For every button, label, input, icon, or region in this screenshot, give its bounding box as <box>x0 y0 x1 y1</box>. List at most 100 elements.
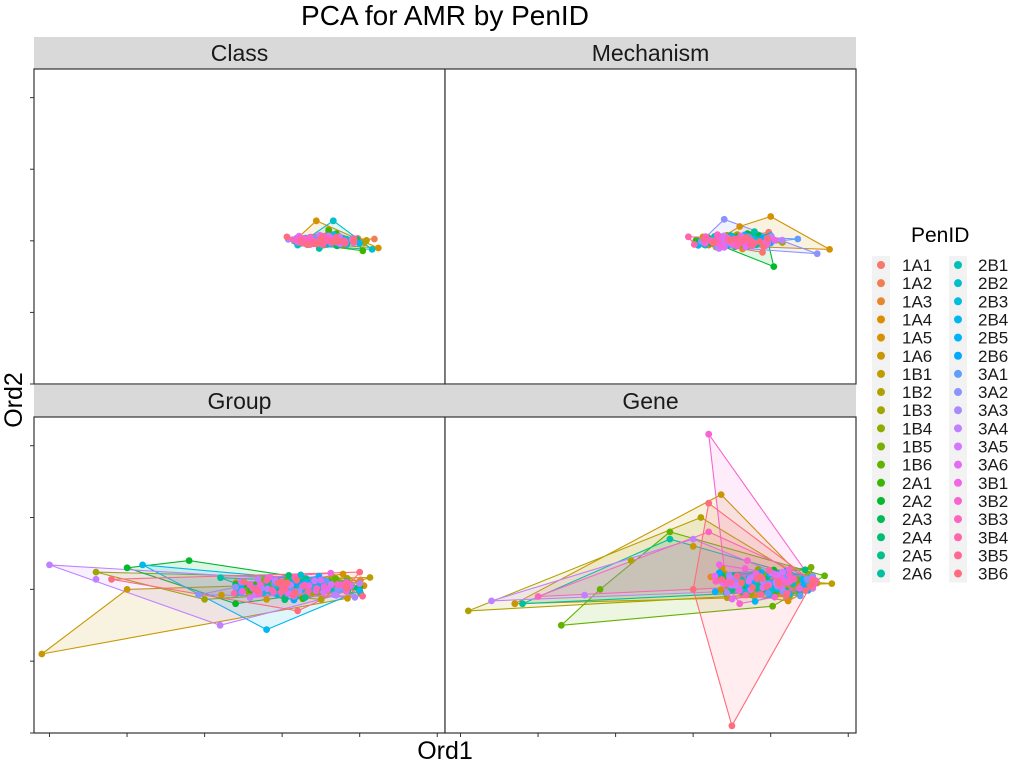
point-2A2 <box>185 557 193 564</box>
facet-panel-gene: Gene <box>444 385 857 737</box>
point-3B6 <box>356 568 364 576</box>
legend-item-1B6: 1B6 <box>872 455 932 475</box>
point-3B6 <box>350 237 358 245</box>
legend-label: 2B1 <box>978 256 1008 275</box>
point-3B6 <box>742 234 750 241</box>
point-3A5 <box>246 594 254 601</box>
x-axis-title: Ord1 <box>417 737 473 765</box>
point-3B6 <box>240 578 248 586</box>
legend-item-3A2: 3A2 <box>949 383 1008 402</box>
legend-item-1B3: 1B3 <box>872 401 932 420</box>
legend-item-1B4: 1B4 <box>872 419 932 438</box>
legend-key-point <box>954 297 962 306</box>
point-3B6 <box>283 233 291 241</box>
point-3B4 <box>742 591 750 599</box>
legend-key-point <box>954 333 962 342</box>
legend-label: 3B3 <box>978 510 1008 529</box>
point-3A2 <box>720 215 728 223</box>
legend-item-2B1: 2B1 <box>949 256 1008 275</box>
point-3B2 <box>785 566 793 573</box>
legend-key-point <box>954 460 962 469</box>
legend-label: 2B6 <box>978 347 1008 366</box>
point-3A3 <box>351 593 359 601</box>
legend-label: 1A5 <box>902 329 932 348</box>
legend-item-1A1: 1A1 <box>872 256 932 275</box>
point-2A2 <box>123 564 131 572</box>
legend: PenID 1A11A21A31A41A51A61B11B21B31B41B51… <box>872 224 1008 584</box>
panels-layer: Class Mechanism Group Gene <box>30 37 857 737</box>
legend-label: 3B2 <box>978 492 1008 511</box>
legend-item-2B5: 2B5 <box>949 328 1008 348</box>
legend-label: 2B2 <box>978 274 1008 293</box>
point-3B4 <box>230 590 238 597</box>
legend-item-3B6: 3B6 <box>949 564 1008 584</box>
point-3B5 <box>319 241 327 248</box>
facet-panel-class: Class <box>30 37 446 385</box>
legend-key-point <box>954 406 962 415</box>
point-2B4 <box>139 561 147 569</box>
point-3B1 <box>716 561 723 569</box>
legend-item-1A6: 1A6 <box>872 346 932 366</box>
point-3B6 <box>710 239 717 247</box>
point-3B3 <box>246 581 254 589</box>
point-3B6 <box>760 243 767 250</box>
point-3B3 <box>712 578 720 585</box>
legend-item-3B4: 3B4 <box>949 528 1008 547</box>
legend-label: 2B5 <box>978 329 1008 348</box>
point-3A4 <box>581 591 588 599</box>
legend-item-2A5: 2A5 <box>872 546 932 565</box>
point-1B1 <box>828 580 836 587</box>
legend-key-point <box>954 315 962 324</box>
y-axis-title: Ord2 <box>0 372 28 428</box>
legend-item-2B3: 2B3 <box>949 292 1008 311</box>
point-3A4 <box>689 535 697 543</box>
point-3B5 <box>282 585 289 592</box>
point-3A5 <box>327 580 335 588</box>
point-layer <box>464 430 836 730</box>
legend-label: 3B4 <box>978 528 1008 547</box>
point-3B3 <box>714 231 721 239</box>
point-3B5 <box>359 592 366 600</box>
point-1B2 <box>627 557 635 564</box>
legend-item-2B6: 2B6 <box>949 346 1008 366</box>
point-3B1 <box>796 585 803 592</box>
point-3B2 <box>741 565 749 572</box>
point-3B6 <box>728 722 736 730</box>
point-3B6 <box>727 236 735 244</box>
legend-key-point <box>954 478 962 487</box>
legend-key-point <box>877 569 885 578</box>
point-1B6 <box>332 575 340 583</box>
legend-key-point <box>954 551 962 560</box>
legend-key-point <box>877 478 885 487</box>
legend-key-point <box>877 388 885 397</box>
point-3B6 <box>756 238 764 245</box>
facet-strip <box>34 37 445 69</box>
legend-key-point <box>877 369 885 378</box>
point-2B5 <box>711 588 719 596</box>
facet-label: Gene <box>622 388 678 414</box>
point-2A2 <box>770 263 778 270</box>
legend-item-1B1: 1B1 <box>872 364 932 384</box>
point-3B6 <box>343 584 350 592</box>
point-3B6 <box>738 579 745 586</box>
legend-item-3B2: 3B2 <box>949 491 1008 511</box>
legend-item-1A2: 1A2 <box>872 274 932 293</box>
point-2B4 <box>263 626 270 633</box>
point-3B2 <box>744 557 751 564</box>
point-1A6 <box>689 542 697 550</box>
legend-key-point <box>877 315 885 324</box>
point-3B5 <box>763 583 771 590</box>
legend-label: 1A4 <box>902 310 932 329</box>
point-3B5 <box>718 576 726 583</box>
point-3A4 <box>254 575 262 583</box>
point-2A5 <box>301 594 309 601</box>
point-1A6 <box>344 594 351 602</box>
point-3A5 <box>311 577 318 585</box>
point-3B4 <box>263 577 271 584</box>
legend-item-3A3: 3A3 <box>949 401 1008 420</box>
point-3B3 <box>790 575 798 583</box>
point-3B2 <box>736 600 744 608</box>
point-3A1 <box>794 235 802 243</box>
point-3B1 <box>256 581 264 588</box>
legend-key-point <box>954 261 962 269</box>
